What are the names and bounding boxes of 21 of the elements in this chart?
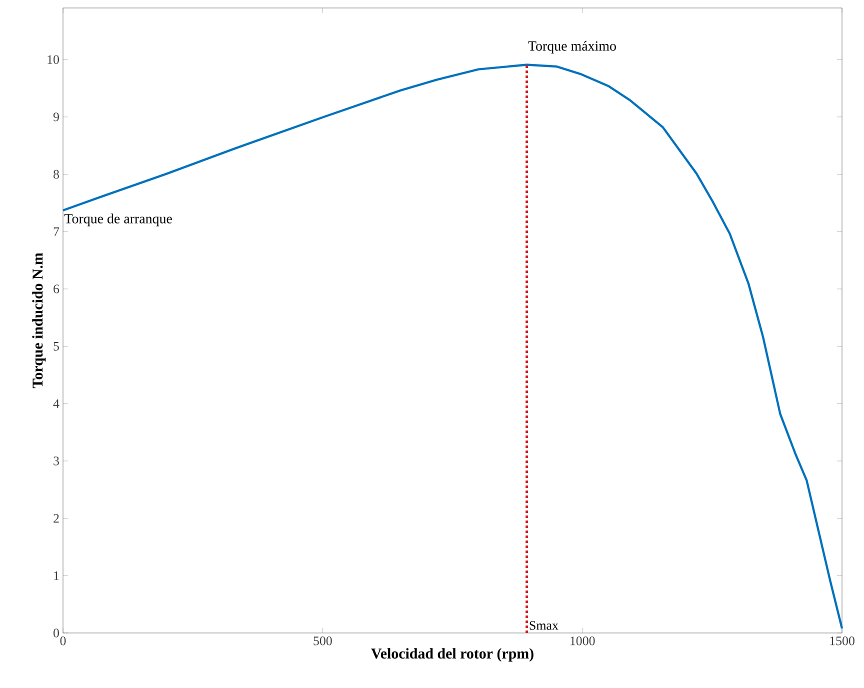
y-tick-label: 8 [54,170,59,179]
y-tick-label: 1 [54,571,59,580]
ref-line-label: Smax [530,621,558,630]
annotation: Torque máximo [528,40,616,54]
y-tick-label: 4 [53,399,60,408]
x-axis-title: Velocidad del rotor (rpm) [371,648,534,662]
y-tick-label: 3 [54,456,59,466]
y-tick-label: 7 [54,227,60,236]
x-tick-label: 500 [314,636,332,646]
x-tick-label: 0 [60,636,66,646]
y-tick-label: 5 [54,342,59,351]
annotation: Torque de arranque [64,214,172,226]
y-tick-label: 2 [54,514,59,523]
x-tick-label: 1500 [830,636,854,646]
y-tick-label: 10 [48,55,59,64]
y-tick-label: 6 [54,284,60,294]
y-tick-label: 9 [53,112,59,122]
x-tick-label: 1000 [570,636,595,646]
line-series [62,64,844,630]
y-axis-title: Torque inducido N.m [32,252,46,388]
y-tick-label: 0 [54,628,59,638]
